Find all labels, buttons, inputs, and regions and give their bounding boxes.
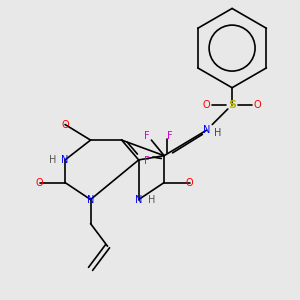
Text: O: O bbox=[186, 178, 194, 188]
Text: H: H bbox=[49, 155, 56, 165]
Text: H: H bbox=[214, 128, 222, 138]
Text: O: O bbox=[203, 100, 210, 110]
Text: F: F bbox=[144, 156, 150, 166]
Text: F: F bbox=[167, 131, 172, 141]
Text: F: F bbox=[144, 131, 150, 141]
Text: O: O bbox=[254, 100, 261, 110]
Text: O: O bbox=[61, 119, 69, 130]
Text: S: S bbox=[228, 100, 236, 110]
Text: N: N bbox=[135, 194, 142, 205]
Text: N: N bbox=[87, 194, 94, 205]
Text: H: H bbox=[148, 194, 155, 205]
Text: N: N bbox=[61, 155, 69, 165]
Text: O: O bbox=[36, 178, 43, 188]
Text: N: N bbox=[203, 125, 210, 135]
